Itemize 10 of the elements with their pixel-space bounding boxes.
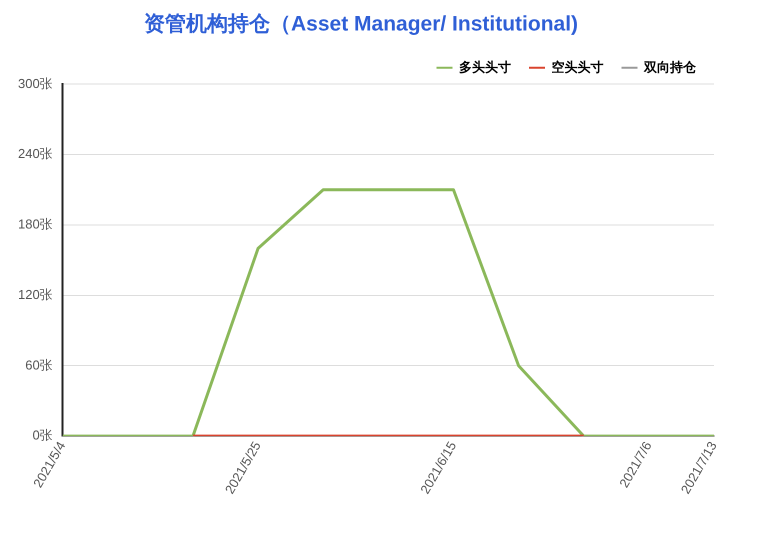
y-tick-label: 240张 — [18, 146, 53, 162]
legend-label: 空头头寸 — [552, 59, 604, 74]
legend-label: 双向持仓 — [643, 59, 697, 74]
y-tick-label: 300张 — [18, 76, 53, 91]
y-tick-label: 180张 — [18, 216, 53, 232]
y-tick-label: 120张 — [18, 286, 53, 302]
y-tick-label: 60张 — [25, 357, 53, 372]
chart-title: 资管机构持仓（Asset Manager/ Institutional) — [144, 12, 578, 36]
y-tick-label: 0张 — [32, 428, 53, 443]
legend-label: 多头头寸 — [459, 59, 511, 74]
